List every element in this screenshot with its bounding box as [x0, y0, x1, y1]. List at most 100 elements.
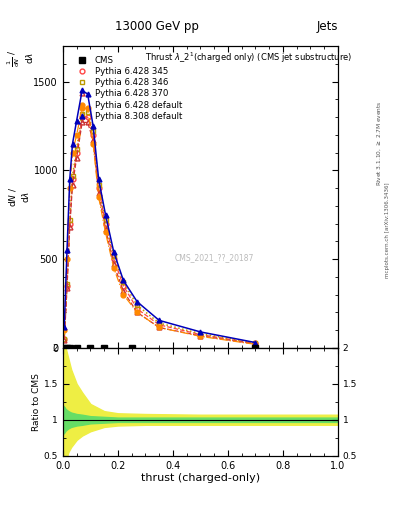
Pythia 6.428 default [64, 256, 70, 262]
Pythia 6.428 345 [80, 114, 84, 120]
Pythia 6.428 346 [121, 279, 126, 285]
Y-axis label: $\mathrm{d}N$ /
$\mathrm{d}\lambda$: $\mathrm{d}N$ / $\mathrm{d}\lambda$ [7, 187, 31, 207]
Line: Pythia 6.428 345: Pythia 6.428 345 [62, 115, 258, 346]
Pythia 6.428 346 [85, 109, 90, 115]
Pythia 8.308 default [135, 298, 140, 305]
Pythia 6.428 370 [64, 285, 70, 291]
Pythia 6.428 default [91, 141, 95, 147]
Pythia 6.428 370 [74, 155, 79, 161]
Pythia 8.308 default [70, 141, 75, 147]
Text: $\frac{1}{\mathrm{d}N}$ /
$\mathrm{d}\lambda$: $\frac{1}{\mathrm{d}N}$ / $\mathrm{d}\la… [6, 49, 35, 67]
Pythia 6.428 346 [103, 217, 108, 223]
Pythia 6.428 default [68, 185, 72, 191]
Pythia 6.428 370 [198, 333, 203, 339]
Pythia 6.428 370 [135, 309, 140, 315]
Pythia 8.308 default [68, 176, 72, 182]
Pythia 6.428 370 [85, 119, 90, 125]
Pythia 6.428 346 [62, 336, 67, 342]
Pythia 6.428 345 [157, 322, 162, 328]
Pythia 6.428 346 [157, 320, 162, 326]
Pythia 6.428 345 [85, 114, 90, 120]
CMS [88, 345, 93, 351]
Pythia 6.428 346 [68, 217, 72, 223]
Pythia 6.428 346 [253, 340, 258, 346]
CMS [253, 345, 258, 351]
CMS [64, 345, 70, 351]
Pythia 6.428 345 [96, 185, 101, 191]
Pythia 8.308 default [121, 278, 126, 284]
Pythia 6.428 default [135, 309, 140, 315]
Pythia 6.428 345 [68, 221, 72, 227]
Pythia 6.428 default [80, 105, 84, 111]
Pythia 8.308 default [198, 329, 203, 335]
CMS [62, 345, 67, 351]
Pythia 6.428 345 [112, 256, 116, 262]
Y-axis label: Ratio to CMS: Ratio to CMS [32, 373, 41, 431]
Pythia 6.428 345 [64, 283, 70, 289]
CMS [68, 345, 72, 351]
Text: Rivet 3.1.10, $\geq$ 2.7M events: Rivet 3.1.10, $\geq$ 2.7M events [375, 100, 383, 186]
Text: Thrust $\lambda$_2$^1$(charged only) (CMS jet substructure): Thrust $\lambda$_2$^1$(charged only) (CM… [145, 51, 353, 65]
X-axis label: thrust (charged-only): thrust (charged-only) [141, 473, 260, 483]
Text: Jets: Jets [316, 20, 338, 33]
Pythia 6.428 345 [103, 221, 108, 227]
Pythia 8.308 default [62, 324, 67, 330]
Pythia 6.428 370 [112, 262, 116, 268]
Pythia 6.428 345 [91, 132, 95, 138]
Legend: CMS, Pythia 6.428 345, Pythia 6.428 346, Pythia 6.428 370, Pythia 6.428 default,: CMS, Pythia 6.428 345, Pythia 6.428 346,… [69, 53, 186, 124]
Pythia 6.428 346 [198, 331, 203, 337]
Pythia 6.428 346 [112, 252, 116, 259]
Pythia 6.428 346 [135, 302, 140, 308]
Pythia 6.428 default [85, 105, 90, 111]
Pythia 6.428 345 [135, 306, 140, 312]
Line: Pythia 6.428 346: Pythia 6.428 346 [62, 110, 258, 346]
CMS [102, 345, 107, 351]
CMS [129, 345, 134, 351]
Pythia 6.428 370 [70, 181, 75, 187]
Pythia 6.428 345 [121, 283, 126, 289]
Pythia 6.428 345 [198, 331, 203, 337]
Pythia 6.428 default [253, 342, 258, 348]
Pythia 6.428 346 [91, 128, 95, 134]
Pythia 6.428 370 [253, 341, 258, 347]
Pythia 6.428 default [157, 325, 162, 331]
Pythia 6.428 default [70, 150, 75, 156]
Pythia 6.428 370 [80, 119, 84, 125]
Pythia 6.428 370 [91, 137, 95, 143]
Pythia 8.308 default [80, 88, 84, 94]
Pythia 6.428 370 [62, 337, 67, 343]
Pythia 8.308 default [64, 247, 70, 253]
Text: CMS_2021_??_20187: CMS_2021_??_20187 [174, 253, 254, 262]
Line: CMS: CMS [61, 345, 258, 351]
Pythia 6.428 default [103, 229, 108, 236]
Pythia 8.308 default [157, 317, 162, 324]
Line: Pythia 6.428 default: Pythia 6.428 default [62, 106, 258, 347]
Pythia 6.428 370 [68, 224, 72, 230]
Pythia 6.428 346 [70, 173, 75, 179]
Pythia 6.428 default [62, 327, 67, 333]
Pythia 6.428 345 [74, 150, 79, 156]
Pythia 6.428 345 [62, 336, 67, 342]
Pythia 8.308 default [74, 118, 79, 124]
Pythia 6.428 370 [103, 226, 108, 232]
Pythia 6.428 346 [80, 111, 84, 117]
Pythia 6.428 370 [121, 288, 126, 294]
Pythia 6.428 default [74, 132, 79, 138]
Pythia 8.308 default [85, 91, 90, 97]
Pythia 8.308 default [96, 176, 101, 182]
Pythia 8.308 default [103, 211, 108, 218]
Pythia 6.428 345 [253, 340, 258, 347]
Pythia 6.428 346 [74, 146, 79, 152]
Pythia 6.428 345 [70, 176, 75, 182]
Pythia 6.428 370 [96, 190, 101, 197]
Text: 13000 GeV pp: 13000 GeV pp [115, 20, 199, 33]
Line: Pythia 8.308 default: Pythia 8.308 default [62, 88, 258, 345]
Pythia 8.308 default [91, 123, 95, 129]
Pythia 6.428 default [198, 333, 203, 339]
Pythia 6.428 default [112, 265, 116, 271]
Pythia 6.428 346 [64, 281, 70, 287]
Pythia 8.308 default [253, 339, 258, 346]
Text: mcplots.cern.ch [arXiv:1306.3436]: mcplots.cern.ch [arXiv:1306.3436] [385, 183, 389, 278]
Pythia 8.308 default [112, 249, 116, 255]
Pythia 6.428 default [121, 291, 126, 297]
